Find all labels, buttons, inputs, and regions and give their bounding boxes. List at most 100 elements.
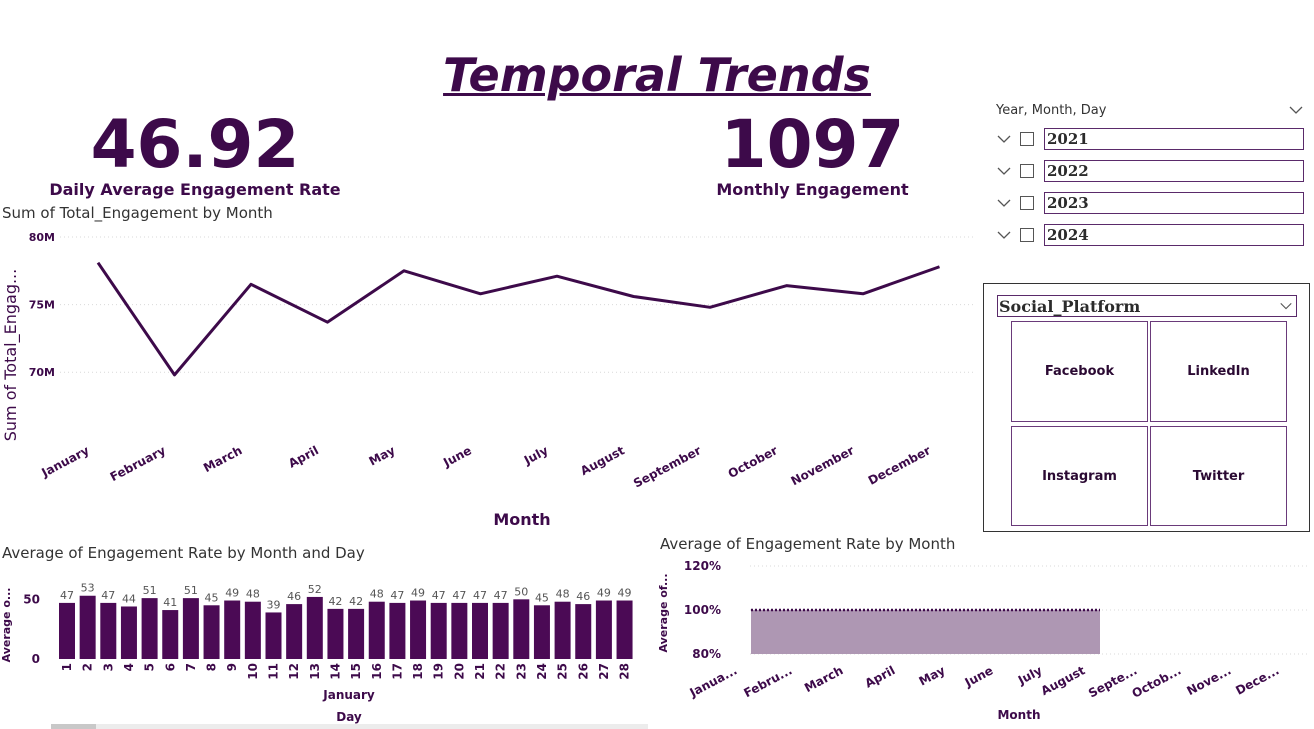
date-slicer-header: Year, Month, Day [996, 102, 1107, 118]
x-tick-label: 20 [452, 663, 466, 680]
bar-day-9 [224, 600, 241, 659]
x-tick-label: 15 [349, 663, 363, 680]
year-row-2022[interactable]: 2022 [996, 155, 1306, 187]
area-chart[interactable]: 80% 100% 120% Janua... Febru... March April May… [655, 555, 1314, 729]
data-label: 50 [514, 585, 528, 598]
bar-day-3 [100, 602, 117, 659]
x-tick-label: Febru... [741, 663, 794, 700]
year-row-2023[interactable]: 2023 [996, 187, 1306, 219]
data-label: 42 [328, 595, 342, 608]
x-tick-label: 18 [411, 663, 425, 680]
x-tick-label: 27 [597, 663, 611, 680]
x-tick-label: Dece... [1233, 663, 1281, 697]
x-tick-label: April [286, 443, 321, 470]
platform-tile-linkedin[interactable]: LinkedIn [1150, 321, 1287, 422]
data-label: 47 [432, 589, 446, 602]
x-tick-label: 26 [576, 663, 590, 680]
bar-day-16 [368, 601, 385, 659]
x-tick-label: May [367, 443, 398, 468]
chevron-down-icon[interactable] [996, 227, 1012, 243]
year-row-2024[interactable]: 2024 [996, 219, 1306, 251]
x-tick-label: 4 [122, 663, 136, 671]
data-label: 39 [267, 598, 281, 611]
kpi-card-daily-avg: 46.92 Daily Average Engagement Rate [30, 110, 360, 200]
platform-slicer: Social_Platform Facebook LinkedIn Instag… [983, 283, 1310, 532]
bar-day-4 [120, 606, 137, 659]
chevron-down-icon[interactable] [1288, 102, 1304, 118]
platform-tile-twitter[interactable]: Twitter [1150, 426, 1287, 526]
year-checkbox[interactable] [1020, 164, 1034, 178]
x-tick-label: 7 [184, 663, 198, 671]
page-title: Temporal Trends [443, 48, 871, 102]
platform-tile-facebook[interactable]: Facebook [1011, 321, 1148, 422]
year-list: 2021 2022 2023 2024 [996, 123, 1306, 251]
kpi-label-monthly: Monthly Engagement [716, 180, 909, 199]
data-label: 48 [246, 588, 260, 601]
kpi-value-monthly: 1097 [720, 106, 905, 183]
line-chart-title: Sum of Total_Engagement by Month [2, 204, 273, 222]
year-label: 2022 [1044, 160, 1304, 182]
chevron-down-icon[interactable] [996, 163, 1012, 179]
platform-tile-instagram[interactable]: Instagram [1011, 426, 1148, 526]
x-tick-label: Octob... [1130, 663, 1184, 701]
year-label: 2024 [1044, 224, 1304, 246]
bar-day-13 [306, 596, 323, 659]
x-tick-label: June [440, 443, 474, 470]
data-label: 49 [411, 587, 425, 600]
x-tick-label: 2 [81, 663, 95, 671]
y-tick-label: 80% [692, 647, 721, 661]
bar-day-11 [265, 612, 282, 659]
x-tick-label: 5 [143, 663, 157, 671]
x-tick-label: 24 [535, 663, 549, 680]
x-tick-label: Janua... [687, 663, 740, 700]
x-tick-label: 23 [514, 663, 528, 680]
x-tick-label: 8 [205, 663, 219, 671]
year-checkbox[interactable] [1020, 196, 1034, 210]
bar-chart-scrollbar[interactable] [51, 724, 648, 729]
chevron-down-icon[interactable] [996, 195, 1012, 211]
bar-day-12 [286, 604, 303, 659]
x-tick-label: 21 [473, 663, 487, 680]
bar-day-21 [472, 602, 488, 659]
x-tick-label: 1 [60, 663, 74, 671]
data-label: 53 [81, 582, 95, 595]
x-tick-label: 6 [163, 663, 177, 671]
bar-day-18 [410, 600, 427, 659]
data-label: 44 [122, 592, 136, 605]
bar-chart[interactable]: 050 4715324734445154165174584994810391146… [0, 565, 655, 729]
bar-day-7 [182, 598, 199, 659]
x-tick-label: 9 [225, 663, 239, 671]
scrollbar-thumb[interactable] [51, 724, 96, 729]
x-tick-label: June [962, 663, 996, 690]
x-tick-label: July [521, 443, 551, 468]
x-axis-title: Month [493, 510, 550, 529]
y-tick-label: 100% [684, 603, 721, 617]
year-label: 2021 [1044, 128, 1304, 150]
data-label: 51 [184, 584, 198, 597]
y-tick-label: 80M [29, 231, 55, 244]
x-tick-label: 12 [287, 663, 301, 680]
x-tick-label: August [578, 443, 627, 478]
x-tick-label: 28 [618, 663, 632, 680]
bar-day-25 [554, 601, 571, 659]
x-tick-label: 14 [328, 663, 342, 680]
data-label: 47 [390, 589, 404, 602]
bar-day-20 [451, 602, 468, 659]
year-checkbox[interactable] [1020, 228, 1034, 242]
bar-day-14 [327, 608, 344, 659]
x-tick-label: September [631, 443, 703, 490]
x-tick-label: May [917, 663, 948, 688]
x-tick-label: April [863, 663, 898, 690]
kpi-card-monthly: 1097 Monthly Engagement [680, 106, 945, 200]
x-tick-label: December [866, 443, 933, 488]
platform-dropdown[interactable]: Social_Platform [997, 295, 1297, 317]
bar-day-24 [533, 605, 550, 659]
chevron-down-icon[interactable] [996, 131, 1012, 147]
year-checkbox[interactable] [1020, 132, 1034, 146]
year-row-2021[interactable]: 2021 [996, 123, 1306, 155]
line-chart[interactable]: 70M 75M 80M January February March April May Jun… [0, 225, 980, 535]
x-tick-label: 17 [390, 663, 404, 680]
year-label: 2023 [1044, 192, 1304, 214]
data-label: 49 [597, 587, 611, 600]
bar-day-15 [348, 608, 365, 659]
